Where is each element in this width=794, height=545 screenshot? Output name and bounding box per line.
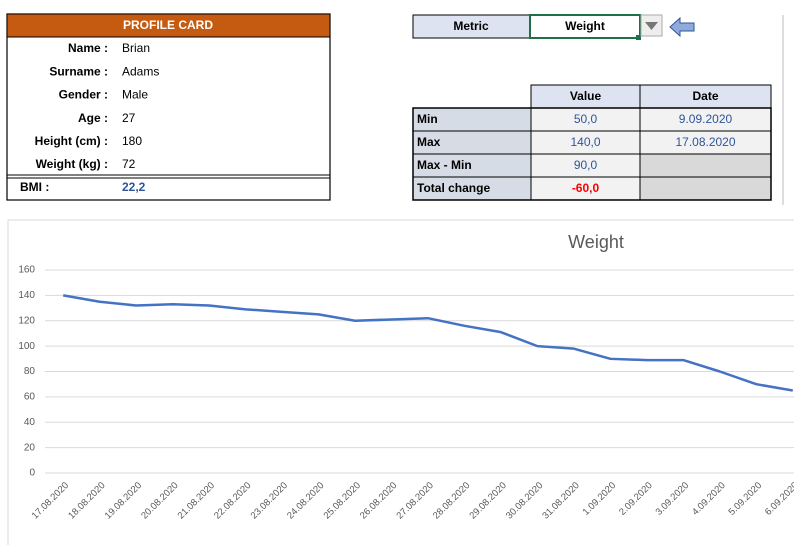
metric-label: Metric — [453, 19, 489, 33]
row-value: 50,0 — [574, 112, 598, 126]
row-value: 90,0 — [574, 158, 598, 172]
y-tick-label: 20 — [24, 442, 36, 453]
data-line — [63, 294, 793, 392]
bmi-value: 22,2 — [122, 180, 146, 194]
y-tick-label: 140 — [18, 290, 35, 301]
field-label: Surname : — [49, 64, 108, 78]
header-text: Value — [570, 89, 602, 103]
row-date: 9.09.2020 — [679, 112, 733, 126]
field-label: Name : — [68, 41, 108, 55]
metric-value[interactable]: Weight — [565, 19, 605, 33]
fill-handle — [636, 35, 641, 40]
header-text: Date — [692, 89, 718, 103]
y-tick-label: 40 — [24, 417, 36, 428]
field-label: Age : — [78, 111, 108, 125]
y-tick-label: 100 — [18, 341, 35, 352]
field-label: Height (cm) : — [35, 134, 108, 148]
stats-table: Value Date Min 50,0 9.09.2020 Max 140,0 17.08.2… — [412, 84, 772, 201]
field-value: 27 — [122, 111, 136, 125]
table-border — [412, 107, 772, 201]
dropdown-arrow — [645, 22, 658, 30]
bmi-label: BMI : — [20, 180, 49, 194]
y-tick-label: 60 — [24, 392, 36, 403]
y-tick-label: 0 — [29, 468, 35, 479]
field-label: Weight (kg) : — [36, 157, 108, 171]
profile-card — [6, 13, 331, 201]
y-tick-label: 120 — [18, 315, 35, 326]
date-cell — [639, 153, 772, 178]
row-value: 140,0 — [570, 135, 600, 149]
y-tick-label: 160 — [18, 265, 35, 276]
field-value: Adams — [122, 64, 159, 78]
row-label: Min — [417, 112, 438, 126]
chart-title: Weight — [568, 232, 624, 252]
row-label: Max - Min — [417, 158, 472, 172]
field-value: 180 — [122, 134, 142, 148]
pointer-arrow — [669, 16, 695, 38]
field-label: Gender : — [59, 88, 108, 102]
row-date: 17.08.2020 — [675, 135, 735, 149]
profile-header — [6, 13, 331, 38]
y-tick-label: 80 — [24, 366, 36, 377]
field-value: Male — [122, 88, 148, 102]
row-label: Max — [417, 135, 441, 149]
field-value: Brian — [122, 41, 150, 55]
chart-frame — [7, 219, 794, 545]
row-value: -60,0 — [572, 181, 600, 195]
date-cell — [639, 176, 772, 201]
field-value: 72 — [122, 157, 136, 171]
profile-title: PROFILE CARD — [123, 18, 213, 32]
metric-value-cell[interactable] — [529, 14, 641, 39]
row-label: Total change — [417, 181, 490, 195]
